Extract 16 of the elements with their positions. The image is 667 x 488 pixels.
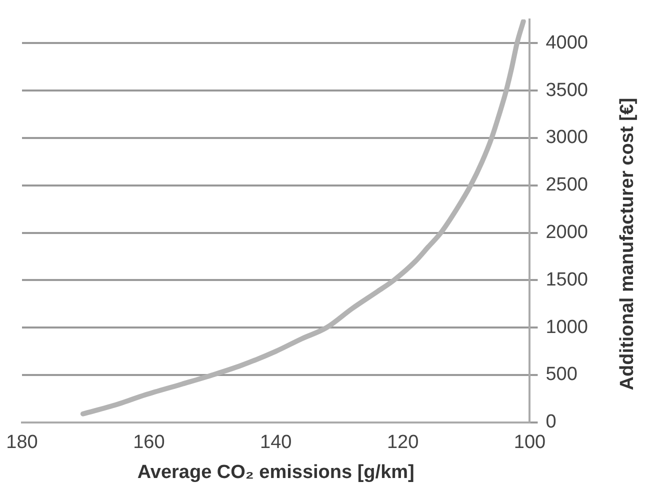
- y-tick-label: 1500: [546, 269, 588, 290]
- x-tick-label: 100: [514, 432, 546, 454]
- y-tick-label: 3000: [546, 127, 588, 148]
- y-axis-title: Additional manufacturer cost [€]: [617, 98, 639, 390]
- y-tick-label: 2500: [546, 174, 588, 196]
- x-tick-label: 180: [6, 432, 38, 454]
- y-tick-label: 2000: [546, 222, 588, 243]
- x-tick-label: 120: [386, 432, 419, 454]
- x-axis-title: Average CO₂ emissions [g/km]: [137, 462, 414, 483]
- y-tick-label: 500: [546, 364, 578, 386]
- y-tick-label: 4000: [546, 32, 588, 54]
- y-tick-label: 3500: [546, 80, 588, 101]
- y-tick-label: 0: [546, 412, 556, 433]
- x-tick-label: 160: [133, 432, 165, 454]
- y-tick-label: 1000: [546, 316, 588, 338]
- x-tick-label: 140: [260, 432, 292, 454]
